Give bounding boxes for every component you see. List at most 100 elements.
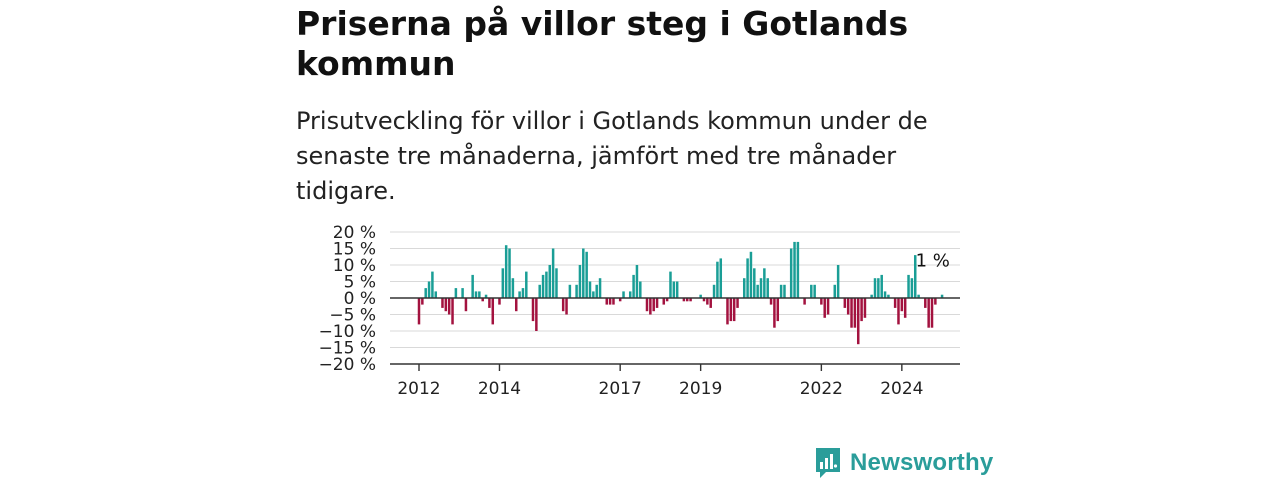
bar: [789, 248, 793, 298]
x-tick-label: 2012: [397, 379, 440, 399]
bar: [913, 255, 917, 298]
bar: [880, 274, 883, 298]
y-tick-label: 15 %: [333, 240, 376, 260]
bar: [588, 281, 592, 298]
bar: [504, 245, 508, 298]
bar: [501, 268, 505, 298]
bar: [471, 274, 474, 298]
bar: [538, 284, 541, 298]
bar: [924, 298, 927, 308]
bar: [525, 271, 528, 298]
bar: [618, 298, 622, 302]
bar: [645, 298, 649, 312]
bar: [518, 291, 521, 298]
bar: [900, 298, 904, 312]
bar: [578, 265, 582, 298]
bar: [910, 278, 914, 298]
bar: [917, 294, 920, 298]
bar: [870, 294, 873, 298]
bar: [665, 298, 669, 302]
bar: [511, 278, 515, 298]
x-tick-label: 2019: [679, 379, 722, 399]
y-tick-label: −10 %: [319, 322, 376, 342]
bar: [555, 268, 558, 298]
bar: [565, 298, 568, 315]
bar: [585, 251, 588, 298]
bar: [474, 291, 478, 298]
bar: [612, 298, 615, 305]
bar: [763, 268, 766, 298]
tick-labels: 20 %15 %10 %5 %0 %−5 %−10 %−15 %−20 % 201…: [319, 223, 950, 399]
bar: [769, 298, 773, 305]
bar: [726, 298, 729, 325]
bar: [608, 298, 612, 305]
bar: [421, 298, 424, 305]
newsworthy-logo[interactable]: Newsworthy: [814, 446, 993, 480]
bar: [649, 298, 652, 315]
bar: [793, 241, 796, 298]
bar: [541, 274, 545, 298]
bar: [930, 298, 934, 328]
bar: [417, 298, 421, 325]
bar: [753, 268, 756, 298]
bar: [709, 298, 712, 308]
bar: [877, 278, 880, 298]
y-tick-label: −20 %: [319, 355, 376, 375]
x-tick-label: 2014: [478, 379, 521, 399]
bar: [810, 284, 813, 298]
bar: [883, 291, 887, 298]
bar: [820, 298, 823, 305]
bar: [736, 298, 739, 308]
bar: [940, 294, 944, 298]
bar: [561, 298, 565, 312]
bar: [813, 284, 816, 298]
brand-name: Newsworthy: [850, 449, 994, 476]
bar: [843, 298, 847, 308]
bar: [441, 298, 444, 308]
chart-title: Priserna på villor steg i Gotlands kommu…: [296, 4, 909, 83]
bar: [897, 298, 900, 325]
chart-subtitle: Prisutveckling för villor i Gotlands kom…: [296, 107, 928, 205]
bar: [478, 291, 481, 298]
bar: [756, 284, 759, 298]
bar: [796, 241, 800, 298]
latest-value-label: 1 %: [916, 251, 950, 272]
bar: [689, 298, 692, 302]
bar: [803, 298, 806, 305]
newsworthy-logo-icon: [816, 448, 840, 478]
bar: [732, 298, 736, 322]
bar: [719, 258, 723, 298]
bar: [595, 284, 598, 298]
bar: [672, 281, 676, 298]
bar: [773, 298, 776, 328]
bar: [575, 284, 578, 298]
bar: [484, 294, 488, 298]
bar: [521, 288, 525, 298]
bar: [514, 298, 518, 312]
bar: [635, 265, 639, 298]
bar: [447, 298, 451, 315]
bar: [934, 298, 937, 305]
bar: [451, 298, 454, 325]
y-tick-label: 0 %: [344, 289, 376, 309]
bar: [655, 298, 659, 308]
bar: [444, 298, 448, 312]
bar: [746, 258, 749, 298]
bar: [669, 271, 672, 298]
bar: [622, 291, 625, 298]
y-tick-label: 5 %: [344, 273, 376, 293]
bar: [424, 288, 427, 298]
bar: [729, 298, 733, 322]
bar: [598, 278, 602, 298]
y-tick-label: 10 %: [333, 256, 376, 276]
bar: [702, 298, 706, 302]
bar: [783, 284, 786, 298]
bar: [856, 298, 860, 345]
bar: [903, 298, 907, 318]
bar: [675, 281, 679, 298]
bar: [742, 278, 746, 298]
x-tick-label: 2017: [599, 379, 642, 399]
bar: [853, 298, 857, 328]
bar: [652, 298, 655, 312]
